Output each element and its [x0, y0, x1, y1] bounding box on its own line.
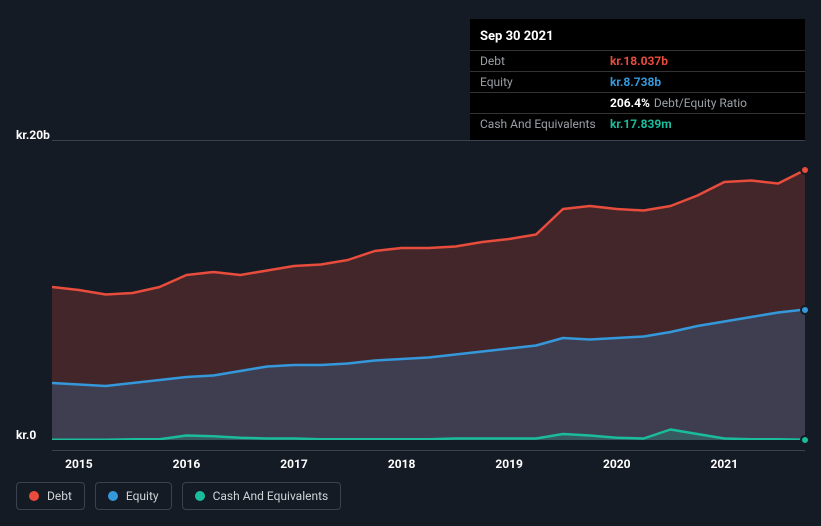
series-end-dot: [800, 165, 810, 175]
legend: Debt Equity Cash And Equivalents: [16, 482, 341, 510]
tooltip-row-extra: Debt/Equity Ratio: [654, 96, 747, 110]
legend-item[interactable]: Equity: [95, 482, 172, 510]
series-end-dot: [800, 305, 810, 315]
tooltip-date: Sep 30 2021: [470, 25, 805, 50]
tooltip-row-value: kr.18.037b: [610, 54, 668, 68]
tooltip-row: Equitykr.8.738b: [470, 71, 805, 92]
tooltip-row-value: kr.8.738b: [610, 75, 661, 89]
x-axis-tick: 2018: [388, 457, 416, 471]
legend-dot-icon: [29, 491, 39, 501]
tooltip-row: Debtkr.18.037b: [470, 50, 805, 71]
x-axis-tick: 2017: [280, 457, 308, 471]
series-end-dot: [800, 435, 810, 445]
legend-item[interactable]: Debt: [16, 482, 85, 510]
tooltip-row: 206.4% Debt/Equity Ratio: [470, 92, 805, 113]
y-axis-label-bottom: kr.0: [16, 428, 36, 442]
legend-item-label: Equity: [126, 489, 159, 503]
chart-container: kr.20b kr.0 2015 2016 2017 2018 2019 2020 2021…: [16, 115, 805, 510]
x-axis-tick: 2021: [711, 457, 739, 471]
tooltip-row-label: [480, 96, 610, 110]
tooltip-row-label: Equity: [480, 75, 610, 89]
legend-item-label: Debt: [47, 489, 72, 503]
plot-area[interactable]: [52, 140, 805, 440]
x-axis: 2015 2016 2017 2018 2019 2020 2021: [52, 450, 805, 470]
tooltip-row-value: 206.4%: [610, 96, 650, 110]
y-axis-label-top: kr.20b: [16, 128, 50, 142]
x-axis-tick: 2019: [495, 457, 523, 471]
x-axis-tick: 2016: [173, 457, 201, 471]
legend-dot-icon: [108, 491, 118, 501]
tooltip-row-label: Debt: [480, 54, 610, 68]
legend-dot-icon: [195, 491, 205, 501]
legend-item-label: Cash And Equivalents: [213, 489, 329, 503]
legend-item[interactable]: Cash And Equivalents: [182, 482, 342, 510]
x-axis-tick: 2015: [65, 457, 93, 471]
x-axis-tick: 2020: [603, 457, 631, 471]
